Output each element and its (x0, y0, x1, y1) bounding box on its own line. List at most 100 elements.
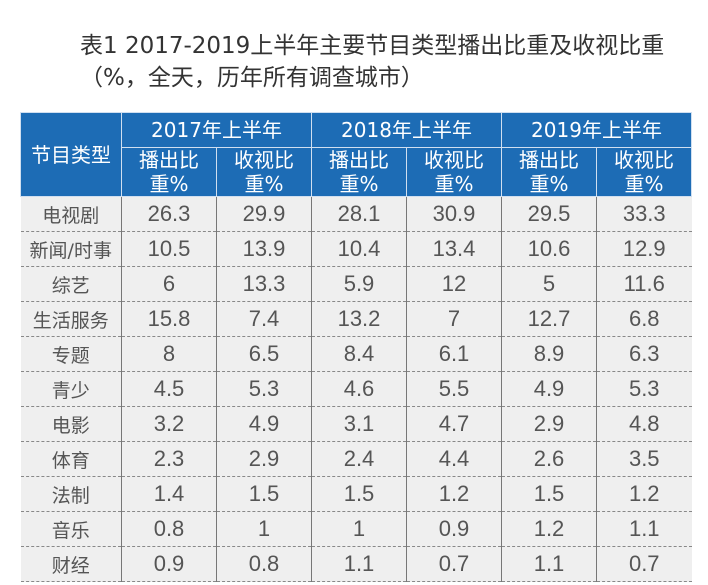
cell-value: 2.9 (216, 441, 312, 477)
cell-value: 0.9 (121, 546, 217, 582)
cell-value: 1.1 (596, 511, 692, 547)
cell-value: 12 (406, 266, 502, 302)
cell-value: 11.6 (596, 266, 692, 302)
cell-value: 1.5 (501, 476, 597, 512)
cell-value: 2.6 (501, 441, 597, 477)
cell-value: 29.9 (216, 196, 312, 232)
cell-value: 5.9 (311, 266, 407, 302)
cell-value: 7 (406, 301, 502, 337)
cell-value: 1.4 (121, 476, 217, 512)
cell-value: 6.8 (596, 301, 692, 337)
cell-value: 5.3 (596, 371, 692, 407)
row-label: 音乐 (20, 511, 122, 547)
cell-value: 1.2 (406, 476, 502, 512)
cell-value: 4.4 (406, 441, 502, 477)
cell-value: 4.8 (596, 406, 692, 442)
table-row: 电影 3.2 4.9 3.1 4.7 2.9 4.8 (20, 406, 692, 442)
header-subcolumn: 播出比重% (121, 147, 217, 197)
cell-value: 8.9 (501, 336, 597, 372)
cell-value: 3.2 (121, 406, 217, 442)
cell-value: 1.1 (311, 546, 407, 582)
data-table: 节目类型 2017年上半年 2018年上半年 2019年上半年 播出比重% 收视比… (20, 112, 692, 582)
header-subcolumn: 播出比重% (311, 147, 407, 197)
cell-value: 4.5 (121, 371, 217, 407)
cell-value: 3.1 (311, 406, 407, 442)
cell-value: 10.5 (121, 231, 217, 267)
cell-value: 0.7 (406, 546, 502, 582)
cell-value: 0.7 (596, 546, 692, 582)
cell-value: 3.5 (596, 441, 692, 477)
cell-value: 28.1 (311, 196, 407, 232)
table-row: 体育 2.3 2.9 2.4 4.4 2.6 3.5 (20, 441, 692, 477)
cell-value: 1.5 (311, 476, 407, 512)
cell-value: 13.9 (216, 231, 312, 267)
table-row: 财经 0.9 0.8 1.1 0.7 1.1 0.7 (20, 546, 692, 582)
cell-value: 12.7 (501, 301, 597, 337)
cell-value: 5.5 (406, 371, 502, 407)
row-label: 电视剧 (20, 196, 122, 232)
cell-value: 33.3 (596, 196, 692, 232)
row-label: 综艺 (20, 266, 122, 302)
table-row: 青少 4.5 5.3 4.6 5.5 4.9 5.3 (20, 371, 692, 407)
cell-value: 29.5 (501, 196, 597, 232)
cell-value: 2.4 (311, 441, 407, 477)
table-row: 法制 1.4 1.5 1.5 1.2 1.5 1.2 (20, 476, 692, 512)
header-subcolumn: 收视比重% (596, 147, 692, 197)
cell-value: 1.2 (596, 476, 692, 512)
row-label: 法制 (20, 476, 122, 512)
table-title: 表1 2017-2019上半年主要节目类型播出比重及收视比重（%，全天，历年所有… (80, 33, 665, 91)
row-label: 电影 (20, 406, 122, 442)
cell-value: 26.3 (121, 196, 217, 232)
cell-value: 4.9 (501, 371, 597, 407)
cell-value: 10.6 (501, 231, 597, 267)
table-row: 音乐 0.8 1 1 0.9 1.2 1.1 (20, 511, 692, 547)
cell-value: 12.9 (596, 231, 692, 267)
cell-value: 2.3 (121, 441, 217, 477)
cell-value: 1.2 (501, 511, 597, 547)
row-label: 体育 (20, 441, 122, 477)
cell-value: 13.4 (406, 231, 502, 267)
table-row: 综艺 6 13.3 5.9 12 5 11.6 (20, 266, 692, 302)
cell-value: 4.9 (216, 406, 312, 442)
cell-value: 2.9 (501, 406, 597, 442)
row-label: 青少 (20, 371, 122, 407)
header-type: 节目类型 (20, 112, 122, 197)
cell-value: 0.8 (216, 546, 312, 582)
table-row: 专题 8 6.5 8.4 6.1 8.9 6.3 (20, 336, 692, 372)
cell-value: 13.2 (311, 301, 407, 337)
cell-value: 4.7 (406, 406, 502, 442)
cell-value: 5.3 (216, 371, 312, 407)
header-subcolumn: 收视比重% (216, 147, 312, 197)
cell-value: 6.5 (216, 336, 312, 372)
cell-value: 10.4 (311, 231, 407, 267)
cell-value: 8.4 (311, 336, 407, 372)
cell-value: 6 (121, 266, 217, 302)
cell-value: 8 (121, 336, 217, 372)
cell-value: 1 (311, 511, 407, 547)
cell-value: 0.8 (121, 511, 217, 547)
cell-value: 13.3 (216, 266, 312, 302)
cell-value: 7.4 (216, 301, 312, 337)
row-label: 专题 (20, 336, 122, 372)
row-label: 财经 (20, 546, 122, 582)
cell-value: 5 (501, 266, 597, 302)
header-year: 2019年上半年 (501, 112, 692, 148)
header-year: 2017年上半年 (121, 112, 312, 148)
table-row: 新闻/时事 10.5 13.9 10.4 13.4 10.6 12.9 (20, 231, 692, 267)
cell-value: 4.6 (311, 371, 407, 407)
table-row: 生活服务 15.8 7.4 13.2 7 12.7 6.8 (20, 301, 692, 337)
cell-value: 0.9 (406, 511, 502, 547)
row-label: 新闻/时事 (20, 231, 122, 267)
header-subcolumn: 收视比重% (406, 147, 502, 197)
cell-value: 15.8 (121, 301, 217, 337)
row-label: 生活服务 (20, 301, 122, 337)
cell-value: 1.5 (216, 476, 312, 512)
cell-value: 1 (216, 511, 312, 547)
cell-value: 30.9 (406, 196, 502, 232)
cell-value: 6.3 (596, 336, 692, 372)
cell-value: 1.1 (501, 546, 597, 582)
cell-value: 6.1 (406, 336, 502, 372)
header-subcolumn: 播出比重% (501, 147, 597, 197)
table-row: 电视剧 26.3 29.9 28.1 30.9 29.5 33.3 (20, 196, 692, 232)
header-year: 2018年上半年 (311, 112, 502, 148)
